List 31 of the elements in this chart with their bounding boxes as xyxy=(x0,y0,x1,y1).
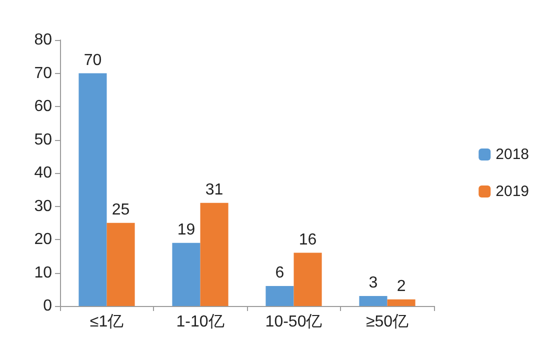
data-label: 6 xyxy=(275,264,284,282)
x-tick-label: 10-50亿 xyxy=(265,314,322,330)
y-tick-label: 50 xyxy=(34,131,52,148)
bar xyxy=(172,242,200,306)
bar xyxy=(294,252,322,306)
x-tick-label: ≥50亿 xyxy=(366,314,409,330)
y-tick-label: 10 xyxy=(34,264,52,282)
x-tick-label: ≤1亿 xyxy=(90,314,124,330)
y-tick-label: 60 xyxy=(34,98,52,115)
data-label: 70 xyxy=(84,52,102,69)
y-tick-label: 70 xyxy=(34,64,52,82)
x-tick-label: 1-10亿 xyxy=(176,314,224,330)
bar xyxy=(387,299,416,306)
bar xyxy=(200,202,228,306)
y-tick-label: 80 xyxy=(34,32,52,48)
data-label: 3 xyxy=(368,274,378,292)
y-tick-label: 30 xyxy=(34,198,52,215)
bar xyxy=(266,286,294,306)
data-label: 25 xyxy=(112,201,130,218)
bar xyxy=(359,296,388,306)
legend-label: 2018 xyxy=(496,146,530,163)
bar xyxy=(78,73,107,306)
y-tick-label: 40 xyxy=(34,164,52,182)
data-label: 31 xyxy=(205,181,224,198)
y-tick-label: 20 xyxy=(34,231,52,248)
legend-label: 2019 xyxy=(496,183,530,200)
data-label: 2 xyxy=(396,278,406,295)
y-tick-label: 0 xyxy=(43,298,52,314)
data-label: 19 xyxy=(177,221,196,238)
data-label: 16 xyxy=(298,231,317,248)
bar xyxy=(106,222,135,306)
